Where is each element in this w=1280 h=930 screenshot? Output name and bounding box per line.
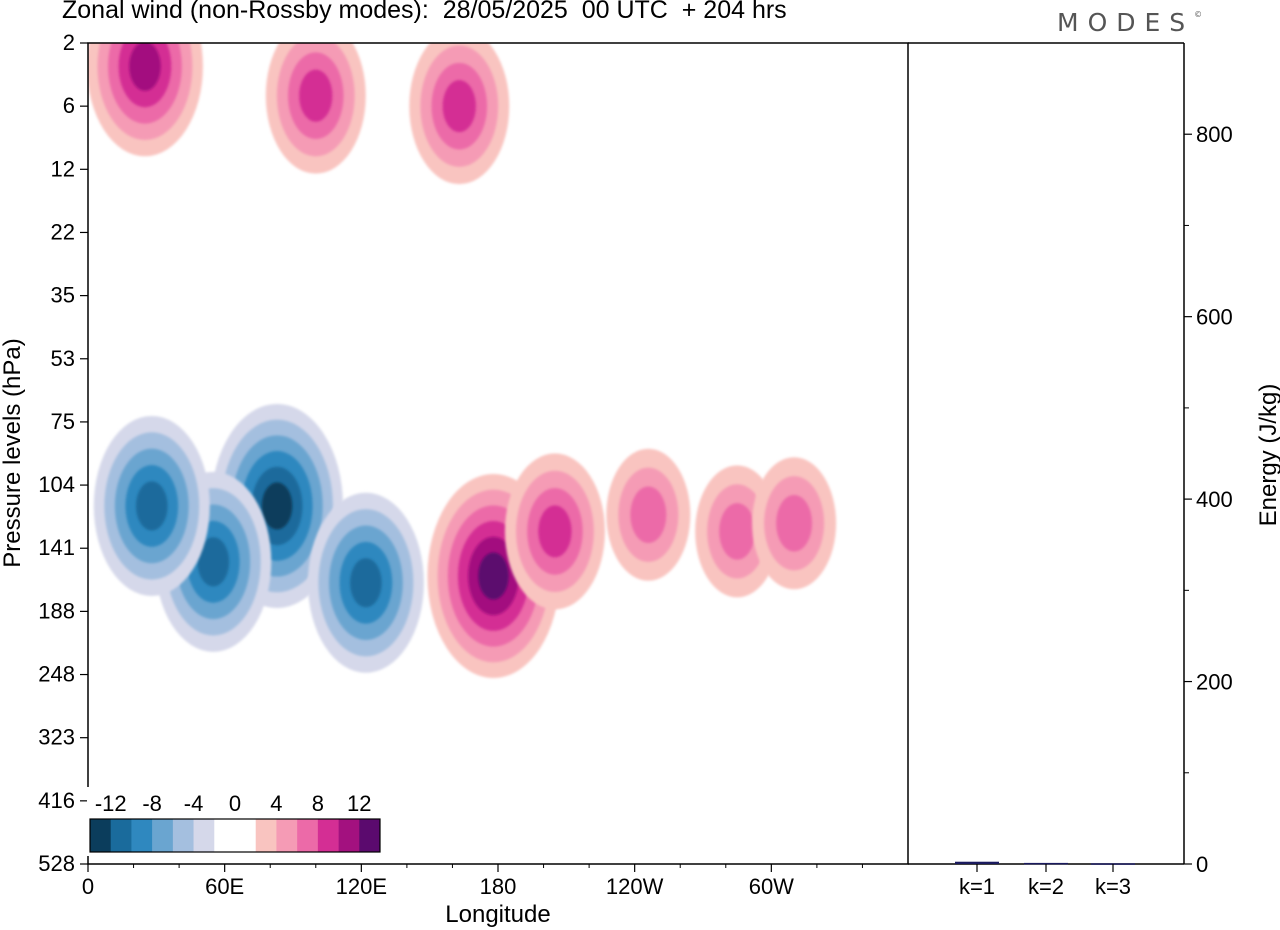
heat-feature: [265, 43, 366, 174]
colorbar-swatch: [276, 819, 298, 852]
heat-contour: [719, 503, 756, 560]
energy-tick-label: 200: [1196, 670, 1233, 695]
x-tick-label: 180: [480, 874, 517, 899]
y-tick-label: 12: [51, 156, 75, 181]
colorbar-label: -12: [95, 791, 127, 816]
heat-contour: [350, 558, 382, 608]
x-tick-label: 120E: [336, 874, 387, 899]
chart-title: Zonal wind (non-Rossby modes): 28/05/202…: [62, 0, 787, 24]
energy-tick-label: 800: [1196, 122, 1233, 147]
logo-mark: ©: [1194, 10, 1203, 19]
heat-contour: [776, 494, 813, 552]
colorbar-label: 12: [347, 791, 371, 816]
colorbar: -12 -8 -4 0 4 8 12: [87, 787, 383, 856]
y-tick-label: 416: [38, 788, 75, 813]
y-tick-label: 6: [63, 93, 75, 118]
heat-contour: [442, 80, 476, 133]
y-tick-label: 2: [63, 30, 75, 55]
logo-text: MODES: [1057, 8, 1195, 37]
y-axis: 2 6 12 22 35 53 75 104 141 188 248 323 416 528: [38, 30, 88, 876]
colorbar-label: -4: [184, 791, 204, 816]
heat-feature: [504, 453, 605, 610]
y-tick-label: 188: [38, 598, 75, 623]
energy-tick-label: 400: [1196, 487, 1233, 512]
heat-contour: [478, 552, 509, 600]
heat-contour: [135, 481, 168, 531]
x-axis: 0 60E 120E 180 120W 60W: [82, 864, 863, 899]
x-tick-label: 0: [82, 874, 94, 899]
modes-logo: MODES©: [1057, 8, 1202, 37]
colorbar-swatch: [255, 819, 277, 852]
colorbar-swatch: [193, 819, 215, 852]
heat-contour: [197, 537, 230, 587]
y-tick-label: 323: [38, 725, 75, 750]
energy-category-label: k=2: [1028, 874, 1064, 899]
colorbar-swatch: [338, 819, 360, 852]
heat-feature: [752, 457, 837, 590]
energy-tick-label: 0: [1196, 852, 1208, 877]
colorbar-swatch: [297, 819, 319, 852]
heat-feature: [606, 448, 691, 581]
colorbar-border: [89, 818, 381, 853]
y-tick-label: 528: [38, 851, 75, 876]
colorbar-swatch: [110, 819, 132, 852]
colorbar-label: -8: [142, 791, 162, 816]
y-tick-label: 248: [38, 662, 75, 687]
heat-feature: [409, 43, 510, 185]
colorbar-label: 0: [229, 791, 241, 816]
y-tick-label: 53: [51, 346, 75, 371]
y-tick-label: 104: [38, 472, 75, 497]
y-tick-label: 75: [51, 409, 75, 434]
energy-bar: [1024, 862, 1068, 865]
y-tick-label: 141: [38, 535, 75, 560]
energy-bar-panel: 0 200 400 600 800 k=1 k=2 k=3: [908, 42, 1233, 899]
heat-contour: [538, 505, 572, 558]
colorbar-label: 8: [312, 791, 324, 816]
colorbar-swatch: [214, 819, 236, 852]
x-tick-label: 60E: [205, 874, 244, 899]
colorbar-swatch: [317, 819, 339, 852]
x-tick-label: 120W: [606, 874, 664, 899]
y-tick-label: 22: [51, 219, 75, 244]
energy-category-label: k=3: [1095, 874, 1131, 899]
heat-contour: [129, 43, 161, 91]
energy-bar: [955, 861, 999, 864]
plot-border: [87, 42, 909, 865]
x-axis-label: Longitude: [445, 901, 550, 928]
y-tick-label: 35: [51, 283, 75, 308]
colorbar-swatch: [172, 819, 194, 852]
heat-feature: [307, 492, 424, 673]
heat-contour: [299, 69, 333, 122]
x-tick-label: 60W: [749, 874, 794, 899]
colorbar-swatch: [131, 819, 153, 852]
energy-axis-label: Energy (J/kg): [1255, 384, 1280, 527]
colorbar-swatch: [152, 819, 174, 852]
colorbar-label: 4: [270, 791, 282, 816]
y-axis-label: Pressure levels (hPa): [0, 338, 26, 567]
colorbar-swatch: [90, 819, 112, 852]
energy-category-label: k=1: [959, 874, 995, 899]
heat-feature: [88, 43, 203, 157]
colorbar-swatch: [359, 819, 381, 852]
heat-feature: [93, 415, 210, 596]
heat-contour: [630, 486, 667, 544]
heat-contour: [261, 482, 293, 530]
heatmap-field: [88, 43, 837, 678]
heatmap-frame: [87, 42, 909, 865]
colorbar-swatch: [235, 819, 257, 852]
energy-tick-label: 600: [1196, 305, 1233, 330]
